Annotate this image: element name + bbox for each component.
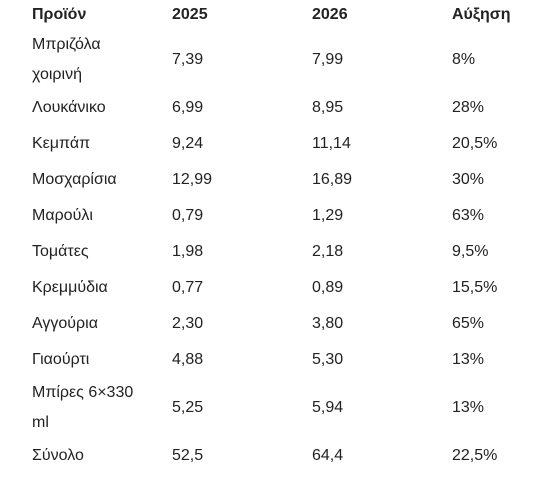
table-cell: 0,89 xyxy=(312,279,344,296)
table-row: Λουκάνικο 6,99 8,95 28% xyxy=(0,90,541,126)
table-cell: 0,79 xyxy=(172,207,204,224)
table-row: Μπίρες 6×330 ml 5,25 5,94 13% xyxy=(0,378,541,438)
table-body: Μπριζόλα χοιρινή 7,39 7,99 8% Λουκάνικο 6,99 8… xyxy=(0,30,541,474)
table-row: Αγγούρια 2,30 3,80 65% xyxy=(0,306,541,342)
header-cell: Προϊόν xyxy=(32,6,87,23)
table-row: Γιαούρτι 4,88 5,30 13% xyxy=(0,342,541,378)
table-cell: 3,80 xyxy=(312,315,344,332)
table-cell: 6,99 xyxy=(172,99,204,116)
table-cell: Κρεμμύδια xyxy=(32,279,108,296)
table-cell: 8% xyxy=(452,51,476,68)
table-cell: 13% xyxy=(452,399,485,416)
header-cell: Αύξηση xyxy=(452,6,511,23)
table-cell: Μαρούλι xyxy=(32,207,93,224)
table-cell: 1,29 xyxy=(312,207,344,224)
table-cell: 11,14 xyxy=(312,135,351,152)
table-row: Σύνολο 52,5 64,4 22,5% xyxy=(0,438,541,474)
table-cell: 1,98 xyxy=(172,243,204,260)
table-cell: 22,5% xyxy=(452,447,498,464)
table-row: Μοσχαρίσια 12,99 16,89 30% xyxy=(0,162,541,198)
table-cell: Μπίρες 6×330 ml xyxy=(32,384,134,431)
table-cell: 64,4 xyxy=(312,447,344,464)
table-cell: 63% xyxy=(452,207,485,224)
table-cell: Τομάτες xyxy=(32,243,89,260)
table-cell: Γιαούρτι xyxy=(32,351,90,368)
table-cell: Αγγούρια xyxy=(32,315,98,332)
table-cell: 28% xyxy=(452,99,485,116)
table-cell: 30% xyxy=(452,171,485,188)
table-row: Μαρούλι 0,79 1,29 63% xyxy=(0,198,541,234)
table-row: Κρεμμύδια 0,77 0,89 15,5% xyxy=(0,270,541,306)
table-cell: 9,24 xyxy=(172,135,204,152)
table-cell: Μοσχαρίσια xyxy=(32,171,117,188)
table-cell: Λουκάνικο xyxy=(32,99,106,116)
table-cell: Κεμπάπ xyxy=(32,135,91,152)
table-cell: 13% xyxy=(452,351,485,368)
table-cell: 15,5% xyxy=(452,279,498,296)
table-cell: 5,25 xyxy=(172,399,204,416)
table-cell: 9,5% xyxy=(452,243,489,260)
table-cell: 5,30 xyxy=(312,351,344,368)
table-cell: Σύνολο xyxy=(32,447,84,464)
table-cell: 20,5% xyxy=(452,135,498,152)
header-row: Προϊόν 2025 2026 Αύξηση xyxy=(0,0,541,30)
header-cell: 2026 xyxy=(312,6,348,23)
table-cell: Μπριζόλα χοιρινή xyxy=(32,36,101,83)
table-cell: 2,30 xyxy=(172,315,204,332)
table-cell: 0,77 xyxy=(172,279,204,296)
table-cell: 16,89 xyxy=(312,171,353,188)
table-cell: 7,39 xyxy=(172,51,204,68)
table-cell: 12,99 xyxy=(172,171,213,188)
table-cell: 8,95 xyxy=(312,99,344,116)
price-table: Προϊόν 2025 2026 Αύξηση Μπριζόλα χοιρινή 7,3… xyxy=(0,0,541,474)
table-row: Μπριζόλα χοιρινή 7,39 7,99 8% xyxy=(0,30,541,90)
table-cell: 52,5 xyxy=(172,447,204,464)
header-cell: 2025 xyxy=(172,6,208,23)
table-cell: 5,94 xyxy=(312,399,344,416)
table-row: Τομάτες 1,98 2,18 9,5% xyxy=(0,234,541,270)
table-cell: 7,99 xyxy=(312,51,344,68)
table-cell: 2,18 xyxy=(312,243,344,260)
table-cell: 4,88 xyxy=(172,351,204,368)
table-row: Κεμπάπ 9,24 11,14 20,5% xyxy=(0,126,541,162)
table-cell: 65% xyxy=(452,315,485,332)
